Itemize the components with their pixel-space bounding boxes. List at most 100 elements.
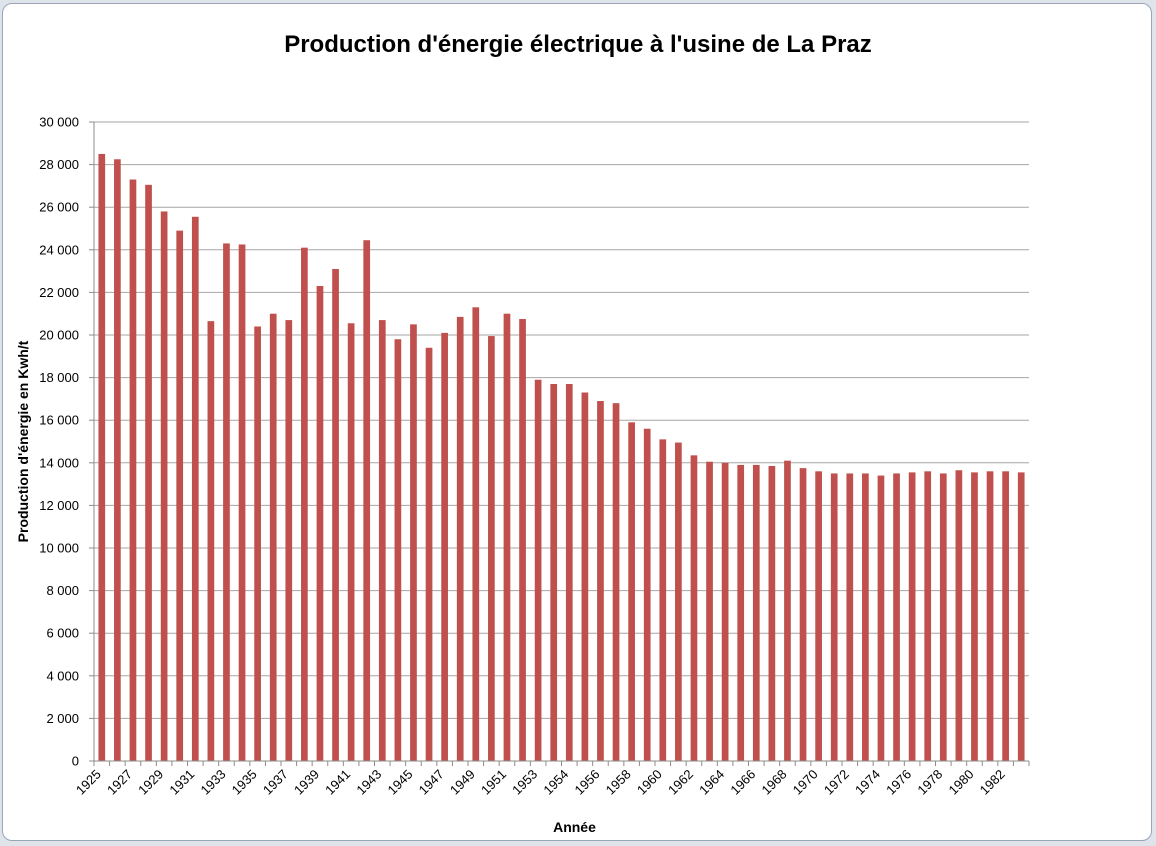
bar (176, 230, 184, 761)
bar (378, 320, 386, 761)
y-tick-label: 6 000 (46, 626, 79, 641)
bar (737, 464, 745, 761)
x-tick-label: 1964 (696, 767, 727, 798)
bar (425, 347, 433, 761)
y-tick-label: 10 000 (39, 541, 79, 556)
bar (721, 462, 729, 761)
bar (565, 383, 573, 761)
bar (285, 320, 293, 761)
y-tick-label: 24 000 (39, 242, 79, 257)
bar (830, 473, 838, 761)
bar (347, 323, 355, 761)
y-tick-label: 30 000 (39, 115, 79, 130)
x-axis-ticks: 1925 1927 1929 1931 1933 1935 1937 1939 1941 1943… (73, 761, 1030, 798)
y-axis-title: Production d'énergie en Kwh/t (15, 340, 31, 542)
x-tick-label: 1956 (572, 767, 603, 798)
x-tick-label: 1941 (322, 767, 353, 798)
bar (550, 383, 558, 761)
bar (659, 439, 667, 761)
y-tick-label: 8 000 (46, 583, 79, 598)
bar (955, 470, 963, 761)
x-tick-label: 1931 (166, 767, 197, 798)
bar (254, 326, 261, 761)
x-tick-label: 1958 (603, 767, 634, 798)
bar (160, 211, 168, 761)
x-tick-label: 1925 (73, 767, 104, 798)
bar (472, 307, 480, 761)
bar (924, 471, 932, 761)
y-tick-label: 20 000 (39, 328, 79, 343)
y-tick-label: 22 000 (39, 285, 79, 300)
y-axis-ticks: 0 2 000 4 000 6 000 8 000 10 000 12 000 14 000 1… (39, 115, 94, 769)
bar (1002, 471, 1009, 761)
y-tick-label: 18 000 (39, 370, 79, 385)
bar (269, 313, 277, 761)
gridlines (94, 121, 1029, 719)
bar (784, 460, 791, 761)
x-tick-label: 1927 (104, 767, 135, 798)
bar (675, 442, 682, 761)
bar (862, 473, 869, 761)
x-tick-label: 1929 (135, 767, 166, 798)
bar (877, 475, 885, 761)
x-tick-label: 1939 (291, 767, 322, 798)
bar (223, 243, 230, 761)
chart-title: Production d'énergie électrique à l'usin… (284, 31, 872, 58)
bar (612, 403, 620, 761)
x-tick-label: 1937 (260, 767, 291, 798)
x-tick-label: 1951 (478, 767, 509, 798)
bar (534, 379, 542, 761)
x-tick-label: 1943 (353, 767, 384, 798)
bar (114, 159, 121, 761)
bar (145, 184, 152, 761)
bar (441, 332, 448, 761)
bar (519, 319, 526, 761)
bar (98, 153, 106, 761)
bar (690, 455, 698, 761)
bar (846, 473, 854, 761)
x-tick-label: 1947 (416, 767, 447, 798)
bar (768, 465, 776, 761)
x-tick-label: 1978 (914, 767, 945, 798)
bar (456, 316, 464, 761)
bar (191, 216, 199, 761)
x-tick-label: 1954 (540, 767, 571, 798)
bar (410, 324, 417, 761)
bar (316, 286, 324, 761)
x-tick-label: 1935 (229, 767, 260, 798)
bar (706, 461, 713, 761)
x-tick-label: 1982 (977, 767, 1008, 798)
y-tick-label: 26 000 (39, 200, 79, 215)
chart-frame: Production d'énergie électrique à l'usin… (2, 3, 1152, 841)
bar (628, 422, 635, 761)
bar (597, 401, 604, 761)
bar (394, 339, 402, 761)
x-tick-label: 1966 (727, 767, 758, 798)
x-tick-label: 1976 (883, 767, 914, 798)
bar (971, 472, 978, 761)
bar (986, 471, 994, 761)
bar (908, 472, 916, 761)
x-axis-title: Année (553, 819, 596, 835)
bar (799, 468, 807, 761)
bars (98, 153, 1025, 762)
x-tick-label: 1962 (665, 767, 696, 798)
bar (503, 313, 511, 761)
x-tick-label: 1970 (790, 767, 821, 798)
y-tick-label: 4 000 (46, 668, 79, 683)
bar (129, 179, 137, 761)
y-tick-label: 0 (72, 754, 79, 769)
x-tick-label: 1953 (509, 767, 540, 798)
bar (581, 392, 589, 761)
bar (752, 464, 760, 761)
x-tick-label: 1949 (447, 767, 478, 798)
bar (893, 473, 900, 761)
bar (363, 240, 371, 762)
y-tick-label: 16 000 (39, 413, 79, 428)
bar (207, 321, 215, 761)
bar (815, 471, 822, 761)
y-tick-label: 12 000 (39, 498, 79, 513)
x-tick-label: 1980 (946, 767, 977, 798)
x-tick-label: 1945 (385, 767, 416, 798)
bar (643, 428, 651, 761)
